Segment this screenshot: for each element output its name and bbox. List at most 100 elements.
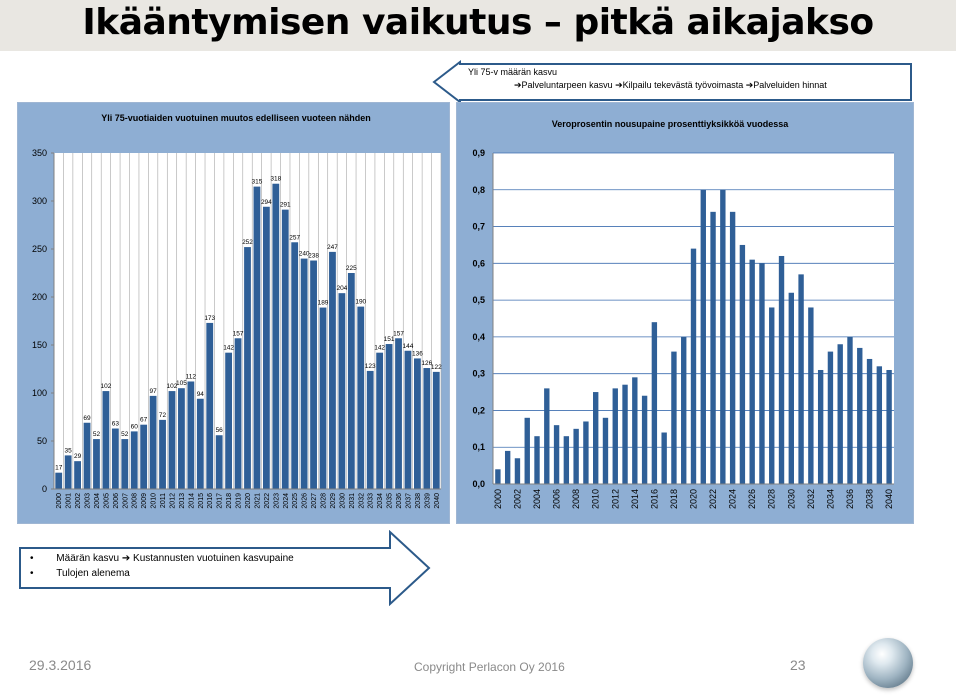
y-tick-label: 0,9 xyxy=(472,148,485,158)
data-label: 142 xyxy=(223,345,234,352)
bar xyxy=(423,368,431,489)
bar xyxy=(338,293,346,489)
bar xyxy=(573,428,579,484)
x-tick-label: 2021 xyxy=(254,493,261,509)
x-tick-label: 2005 xyxy=(103,493,110,509)
x-tick-label: 2022 xyxy=(264,493,271,509)
bar xyxy=(244,247,251,489)
x-tick-label: 2023 xyxy=(273,493,280,509)
x-tick-label: 2010 xyxy=(151,493,158,509)
bar xyxy=(74,461,81,489)
x-tick-label: 2012 xyxy=(610,489,620,509)
x-tick-label: 2018 xyxy=(669,489,679,509)
data-label: 67 xyxy=(140,417,148,424)
pearl-logo xyxy=(863,638,913,688)
data-label: 318 xyxy=(270,176,281,183)
bar xyxy=(534,436,540,484)
chart-left: Yli 75-vuotiaiden vuotuinen muutos edell… xyxy=(32,113,442,509)
bar xyxy=(149,395,157,489)
bar xyxy=(140,424,148,489)
x-tick-label: 2004 xyxy=(532,489,542,509)
bar xyxy=(720,189,726,484)
y-tick-label: 0,4 xyxy=(472,332,485,342)
bar xyxy=(710,211,716,484)
bar xyxy=(837,344,843,484)
x-tick-label: 2006 xyxy=(552,489,562,509)
bar xyxy=(759,263,765,484)
bar xyxy=(788,292,794,484)
x-tick-label: 2018 xyxy=(226,493,233,509)
x-tick-label: 2008 xyxy=(132,493,139,509)
x-tick-label: 2022 xyxy=(708,489,718,509)
x-tick-label: 2002 xyxy=(512,489,522,509)
bar xyxy=(168,391,176,489)
data-label: 52 xyxy=(93,431,101,438)
bar xyxy=(886,369,892,484)
x-tick-label: 2011 xyxy=(160,493,167,508)
data-label: 252 xyxy=(242,239,253,246)
bar xyxy=(414,358,421,489)
bar xyxy=(329,251,336,489)
bar xyxy=(729,211,736,484)
data-label: 294 xyxy=(261,199,272,206)
x-tick-label: 2002 xyxy=(75,493,82,509)
bar xyxy=(159,419,166,489)
bottom-bullet-2-text: Tulojen alenema xyxy=(56,568,130,579)
bar xyxy=(632,377,638,484)
data-label: 126 xyxy=(421,360,432,367)
arrow-right-shape xyxy=(19,530,431,606)
bar xyxy=(272,183,280,489)
bar xyxy=(671,351,677,484)
bar xyxy=(196,398,204,489)
x-tick-label: 2026 xyxy=(747,489,757,509)
bottom-bullet-2: • Tulojen alenema xyxy=(30,568,130,579)
data-label: 17 xyxy=(55,465,63,472)
top-callout-line1: Yli 75-v määrän kasvu xyxy=(468,67,558,77)
x-tick-label: 2034 xyxy=(377,493,384,509)
x-tick-label: 2000 xyxy=(56,493,63,509)
bar xyxy=(593,392,599,484)
bullet-dot: • xyxy=(30,568,34,579)
slide-title: Ikääntymisen vaikutus – pitkä aikajakso xyxy=(82,2,874,43)
x-tick-label: 2017 xyxy=(217,493,224,509)
y-tick-label: 0 xyxy=(42,484,47,494)
data-label: 105 xyxy=(176,380,187,387)
bar xyxy=(661,432,667,484)
bottom-callout-arrow: • Määrän kasvu ➔ Kustannusten vuotuinen … xyxy=(18,530,432,606)
y-tick-label: 250 xyxy=(32,244,47,254)
bar xyxy=(553,425,560,484)
chart-panel-left: Yli 75-vuotiaiden vuotuinen muutos edell… xyxy=(17,102,450,524)
y-tick-label: 350 xyxy=(32,148,47,158)
y-tick-label: 0,2 xyxy=(472,405,485,415)
data-label: 151 xyxy=(384,336,395,343)
bar xyxy=(347,273,355,489)
data-label: 112 xyxy=(186,373,197,380)
footer-date: 29.3.2016 xyxy=(29,657,92,673)
bar xyxy=(690,248,697,484)
x-tick-label: 2033 xyxy=(368,493,375,509)
x-tick-label: 2003 xyxy=(85,493,92,509)
bar xyxy=(514,458,521,484)
bar xyxy=(253,186,261,489)
x-tick-label: 2040 xyxy=(884,489,894,509)
bar xyxy=(817,369,824,484)
x-tick-label: 2001 xyxy=(66,493,73,509)
y-tick-label: 0,6 xyxy=(472,258,485,268)
x-tick-label: 2013 xyxy=(179,493,186,509)
bar xyxy=(612,388,618,484)
data-label: 157 xyxy=(233,330,244,337)
data-label: 204 xyxy=(336,285,347,292)
y-tick-label: 0,0 xyxy=(472,479,485,489)
data-label: 144 xyxy=(403,343,414,350)
x-tick-label: 2038 xyxy=(865,489,875,509)
bar xyxy=(310,260,317,489)
bar xyxy=(524,417,530,484)
bar xyxy=(55,472,63,489)
bar xyxy=(681,336,687,484)
chart-panel-right: Veroprosentin nousupaine prosenttiyksikk… xyxy=(456,102,914,524)
data-label: 247 xyxy=(327,244,338,251)
x-tick-label: 2010 xyxy=(591,489,601,509)
x-tick-label: 2016 xyxy=(207,493,214,509)
x-tick-label: 2035 xyxy=(387,493,394,509)
data-label: 173 xyxy=(204,315,215,322)
